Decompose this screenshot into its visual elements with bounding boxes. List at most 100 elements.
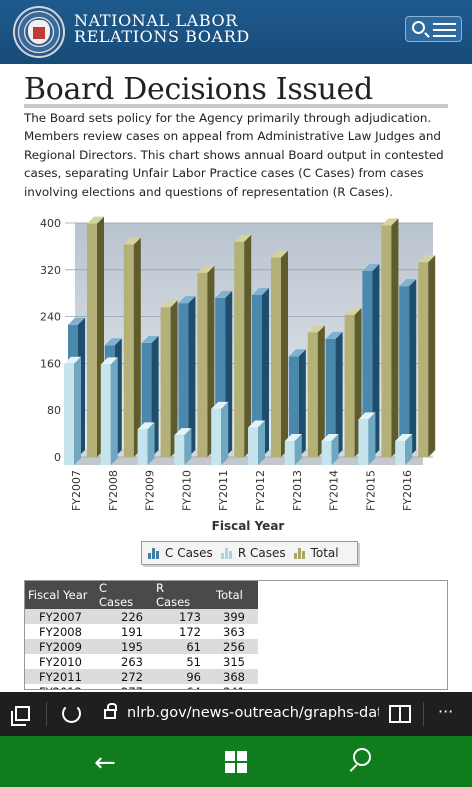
bar-total: [197, 272, 208, 457]
bar-r-cases-side: [368, 412, 376, 465]
bar-total-side: [391, 218, 399, 457]
table-header-total: Total: [211, 581, 258, 609]
bar-c-cases: [399, 286, 410, 457]
table-cell: 195: [96, 639, 153, 654]
bar-c-cases-top: [362, 263, 380, 271]
y-tick-label: 80: [47, 404, 61, 417]
nlrb-seal-icon[interactable]: [13, 6, 65, 58]
bar-total-side: [133, 237, 141, 457]
table-cell: FY2008: [39, 624, 82, 639]
table-header-fiscal-year: Fiscal Year: [25, 581, 96, 609]
x-tick-label: FY2015: [364, 470, 377, 511]
x-tick-label: FY2012: [254, 470, 267, 511]
bar-r-cases: [321, 441, 332, 465]
table-cell: 272: [96, 669, 153, 684]
bar-r-cases-side: [110, 357, 118, 465]
x-tick-label: FY2011: [217, 470, 230, 511]
hamburger-menu-icon[interactable]: [433, 23, 456, 37]
bar-chart-icon: [220, 547, 233, 559]
y-tick-label: 400: [40, 217, 61, 230]
x-axis-label: Fiscal Year: [212, 519, 285, 533]
table-cell: FY2009: [25, 639, 96, 654]
table-header-c-cases: C Cases: [96, 581, 153, 609]
toolbar-divider: [46, 702, 47, 726]
bar-r-cases: [248, 427, 258, 465]
title-divider: [24, 104, 448, 108]
intro-paragraph: The Board sets policy for the Agency pri…: [24, 111, 444, 199]
table-cell: FY2012: [25, 684, 96, 690]
bar-c-cases-side: [188, 296, 196, 457]
table-cell: 191: [121, 624, 143, 639]
table-cell: 341: [211, 684, 258, 690]
bar-c-cases-top: [252, 287, 269, 295]
table-cell: FY2011: [25, 669, 96, 684]
bar-total-top: [197, 265, 215, 273]
bar-r-cases-top: [358, 412, 376, 420]
decisions-table-container[interactable]: Fiscal Year C Cases R Cases Total FY2007…: [24, 580, 448, 690]
bar-c-cases-side: [298, 349, 306, 457]
legend-item-c-cases[interactable]: C Cases: [148, 546, 213, 560]
bar-total: [234, 241, 245, 457]
bar-r-cases: [174, 435, 185, 465]
x-tick-label: FY2013: [291, 470, 304, 511]
bar-r-cases-side: [331, 434, 339, 465]
bar-total: [160, 307, 171, 457]
table-cell: 173: [153, 609, 211, 624]
bar-total-top: [123, 237, 141, 245]
table-cell: 315: [223, 654, 245, 669]
bar-c-cases-top: [325, 331, 343, 339]
board-decisions-chart: 0 80 160 240 320 400 FY2007 FY2008 FY2009 FY2010 F…: [40, 216, 436, 533]
windows-start-icon[interactable]: [225, 751, 247, 773]
search-icon[interactable]: [412, 21, 425, 34]
table-row: FY2010 263 51 315: [25, 654, 258, 669]
bar-c-cases: [288, 356, 299, 457]
lock-icon: [104, 703, 117, 719]
bar-total-top: [87, 216, 104, 224]
bar-total-side: [281, 250, 288, 457]
tabs-icon[interactable]: [11, 706, 30, 726]
legend-item-total[interactable]: Total: [293, 546, 339, 560]
reading-view-icon[interactable]: [389, 705, 411, 723]
table-cell: FY2007: [25, 609, 96, 624]
search-menu-button[interactable]: [405, 16, 462, 42]
table-cell: 368: [211, 669, 258, 684]
page-title: Board Decisions Issued: [24, 72, 373, 107]
bar-r-cases-side: [258, 420, 265, 465]
table-header-r-cases: R Cases: [153, 581, 211, 609]
back-arrow-icon[interactable]: ←: [94, 748, 116, 778]
x-tick-label: FY2010: [180, 470, 193, 511]
bar-r-cases-top: [321, 434, 339, 442]
bar-total-top: [234, 234, 252, 242]
bar-r-cases-top: [395, 434, 413, 442]
bar-total-top: [271, 250, 288, 258]
bar-total-side: [170, 300, 178, 457]
y-tick-label: 0: [54, 451, 61, 464]
logo-line-2: RELATIONS BOARD: [74, 27, 250, 46]
y-tick-label: 320: [40, 264, 61, 277]
bar-total-top: [418, 255, 436, 263]
search-icon[interactable]: [353, 748, 371, 766]
bar-c-cases: [325, 338, 336, 457]
table-cell: 61: [153, 639, 211, 654]
table-cell: 263: [121, 654, 143, 669]
bar-total-side: [428, 255, 436, 457]
bar-r-cases-top: [248, 420, 265, 428]
bar-c-cases-top: [215, 290, 233, 298]
bar-c-cases-side: [262, 287, 269, 457]
table-cell: FY2010: [39, 654, 82, 669]
bar-total: [87, 223, 97, 457]
bar-total-top: [307, 325, 325, 333]
bar-c-cases: [141, 342, 152, 457]
y-tick-label: 160: [40, 357, 61, 370]
logo-line-1: NATIONAL LABOR: [74, 11, 238, 30]
table-header-row: Fiscal Year C Cases R Cases Total: [25, 581, 258, 609]
chart-legend: C Cases R Cases Total: [141, 541, 358, 565]
table-cell: 256: [211, 639, 258, 654]
table-cell: 363: [223, 624, 245, 639]
site-logo-text[interactable]: NATIONAL LABOR RELATIONS BOARD: [74, 13, 250, 45]
more-icon[interactable]: ···: [438, 702, 454, 721]
table-cell: 51: [186, 654, 201, 669]
refresh-icon[interactable]: [62, 704, 81, 723]
legend-item-r-cases[interactable]: R Cases: [220, 546, 286, 560]
address-url[interactable]: nlrb.gov/news-outreach/graphs-data/c: [127, 705, 379, 721]
